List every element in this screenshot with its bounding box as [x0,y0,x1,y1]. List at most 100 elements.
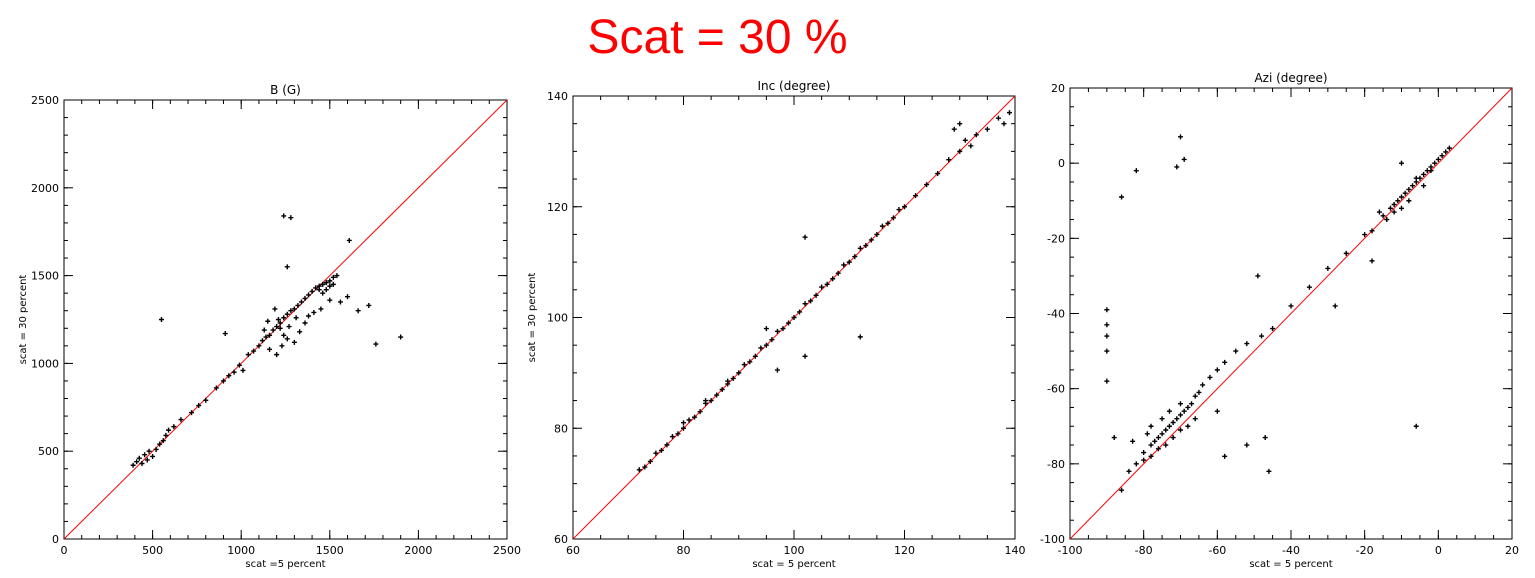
data-point [857,334,863,340]
data-point [1119,487,1125,493]
data-point [1141,457,1147,463]
data-point [277,325,283,331]
data-point [1233,348,1239,354]
data-point [366,302,372,308]
y-tick-label: 0 [1058,157,1065,170]
data-point [1288,303,1294,309]
data-point [802,353,808,359]
data-point [291,339,297,345]
data-point [1207,374,1213,380]
data-point [1421,171,1427,177]
data-point [1384,217,1390,223]
x-axis-label: scat =5 percent [245,559,325,570]
data-point [166,427,172,433]
data-point [946,157,952,163]
data-point [664,442,670,448]
data-point [226,373,232,379]
data-point [1439,153,1445,159]
x-tick-label: 1000 [227,544,255,557]
data-point [1214,367,1220,373]
data-point [284,264,290,270]
data-point [309,288,315,294]
y-tick-label: 60 [554,533,568,546]
data-point [824,281,830,287]
data-point [1111,435,1117,441]
data-point [1104,333,1110,339]
data-point [763,326,769,332]
data-point [196,403,202,409]
data-point [1391,209,1397,215]
data-point [295,302,301,308]
data-point [769,337,775,343]
data-point [1192,416,1198,422]
data-point [1395,198,1401,204]
data-point [274,352,280,358]
data-point [913,193,919,199]
data-point [1435,156,1441,162]
data-point [1174,164,1180,170]
data-point [139,460,145,466]
data-point [1001,121,1007,127]
data-point [297,329,303,335]
data-point [852,254,858,260]
data-point [1406,186,1412,192]
x-axis-label: scat = 5 percent [752,559,835,570]
data-point [1133,461,1139,467]
data-point [1196,389,1202,395]
data-point [240,367,246,373]
data-point [313,285,319,291]
data-point [890,215,896,221]
data-point [1362,232,1368,238]
data-point [730,375,736,381]
data-point [1141,450,1147,456]
data-point [935,171,941,177]
x-tick-label: 80 [677,544,691,557]
data-point [302,295,308,301]
data-point [231,369,237,375]
data-point [957,121,963,127]
data-point [1178,412,1183,418]
data-point [222,331,228,337]
data-point [896,207,902,213]
data-point [1402,190,1408,196]
data-point [146,448,152,454]
data-point [758,345,764,351]
data-point [398,334,404,340]
x-tick-label: 20 [1505,544,1519,557]
x-tick-label: -100 [1058,544,1083,557]
x-tick-label: -40 [1282,544,1300,557]
data-point [879,223,885,229]
page-title: Scat = 30 % [587,11,848,64]
data-point [274,324,280,330]
data-point [306,313,312,319]
data-point [1399,160,1404,166]
data-point [780,326,786,332]
data-point [1255,273,1261,279]
data-point [1133,168,1139,174]
data-point [868,237,874,243]
data-point [1369,228,1375,234]
data-point [1006,110,1012,116]
data-point [318,306,324,312]
data-point [157,441,163,447]
data-point [1387,205,1393,211]
data-point [134,459,140,465]
data-point [962,137,968,143]
data-point [658,447,664,453]
data-point [284,311,290,317]
data-point [774,367,780,373]
y-tick-label: 80 [554,422,568,435]
scatter-panel-inc: Inc (degree) 60 80 100 120 140 60 80 100 120 140 sc… [527,79,1026,570]
data-point [1325,265,1331,271]
data-point [1166,408,1172,414]
data-point [1126,468,1132,474]
data-point [1244,341,1250,347]
data-point [267,332,273,338]
data-point [144,457,150,463]
data-point [995,115,1001,121]
chart-title: B (G) [270,83,301,97]
data-point [697,409,703,415]
data-point [1332,303,1338,309]
data-point [245,352,251,358]
data-point [1163,442,1169,448]
